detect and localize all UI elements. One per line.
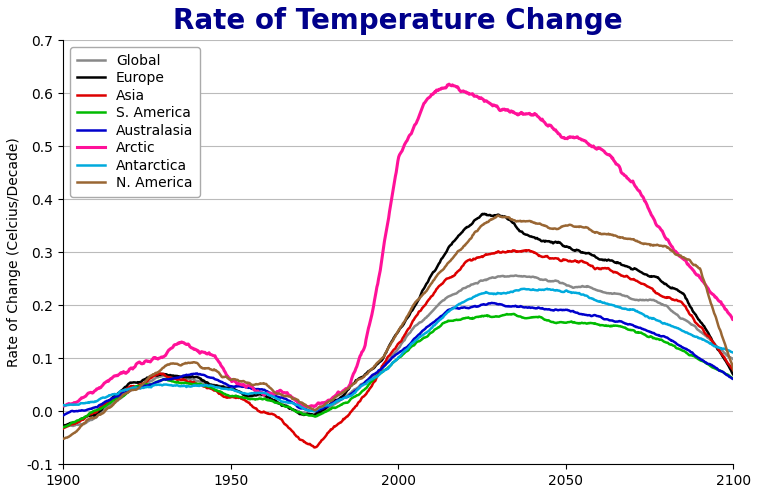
Australasia [729,376,738,382]
Asia [525,247,534,253]
Arctic [568,134,578,140]
Line: Arctic: Arctic [63,84,734,407]
Asia [58,426,67,432]
Europe [568,247,577,252]
Line: Europe: Europe [63,214,734,426]
N. America [58,436,67,442]
S. America [509,311,518,317]
Australasia [568,308,577,314]
Global [58,425,67,431]
Global [486,275,495,281]
Line: Australasia: Australasia [63,303,734,415]
Europe [637,269,646,275]
S. America [58,424,67,430]
Arctic [99,380,108,386]
Antarctica [543,286,552,292]
Line: Global: Global [63,276,734,428]
Global [729,356,738,362]
Antarctica [466,296,475,302]
Arctic [487,102,496,108]
S. America [448,318,457,324]
N. America [59,436,68,442]
Asia [99,401,108,407]
N. America [637,241,647,247]
Global [637,297,646,303]
Antarctica [449,305,458,311]
N. America [494,212,503,218]
Australasia [465,304,475,310]
Arctic [444,81,453,87]
Title: Rate of Temperature Change: Rate of Temperature Change [174,7,623,35]
Global [568,285,577,291]
Antarctica [99,395,108,400]
N. America [449,254,458,260]
Antarctica [729,350,738,356]
Legend: Global, Europe, Asia, S. America, Australasia, Arctic, Antarctica, N. America: Global, Europe, Asia, S. America, Austra… [70,47,200,197]
N. America [568,223,578,229]
Y-axis label: Rate of Change (Celcius/Decade): Rate of Change (Celcius/Decade) [7,137,21,367]
S. America [637,330,646,336]
Antarctica [487,291,496,297]
N. America [729,367,738,373]
Antarctica [58,402,67,408]
Global [512,273,521,279]
Line: S. America: S. America [63,314,734,427]
S. America [486,314,495,320]
Australasia [58,412,67,418]
Europe [487,213,496,219]
S. America [568,319,577,325]
N. America [101,408,110,414]
Asia [466,257,475,263]
S. America [99,403,108,409]
S. America [465,315,475,321]
Europe [448,240,457,246]
Global [448,292,457,297]
Arctic [449,83,459,89]
Antarctica [568,290,578,296]
Arctic [58,403,67,409]
Australasia [487,300,496,306]
Europe [729,372,738,378]
Global [465,283,475,289]
Europe [99,403,108,409]
N. America [487,216,496,222]
Arctic [467,91,476,97]
Australasia [99,399,108,405]
S. America [729,376,738,382]
Europe [58,423,67,429]
Asia [449,273,458,279]
Arctic [637,193,647,199]
Antarctica [637,311,647,317]
Arctic [303,404,312,410]
Asia [487,251,496,257]
Line: N. America: N. America [63,215,734,439]
Asia [729,367,738,373]
Australasia [448,305,457,311]
Line: Asia: Asia [63,250,734,447]
N. America [466,236,475,242]
Europe [465,222,475,228]
Antarctica [309,408,318,414]
Asia [637,281,647,287]
Asia [310,445,319,450]
Arctic [729,317,738,323]
Europe [480,211,489,217]
Australasia [486,300,495,306]
Australasia [637,325,646,331]
Global [99,407,108,413]
Line: Antarctica: Antarctica [63,289,734,411]
Asia [568,258,578,264]
